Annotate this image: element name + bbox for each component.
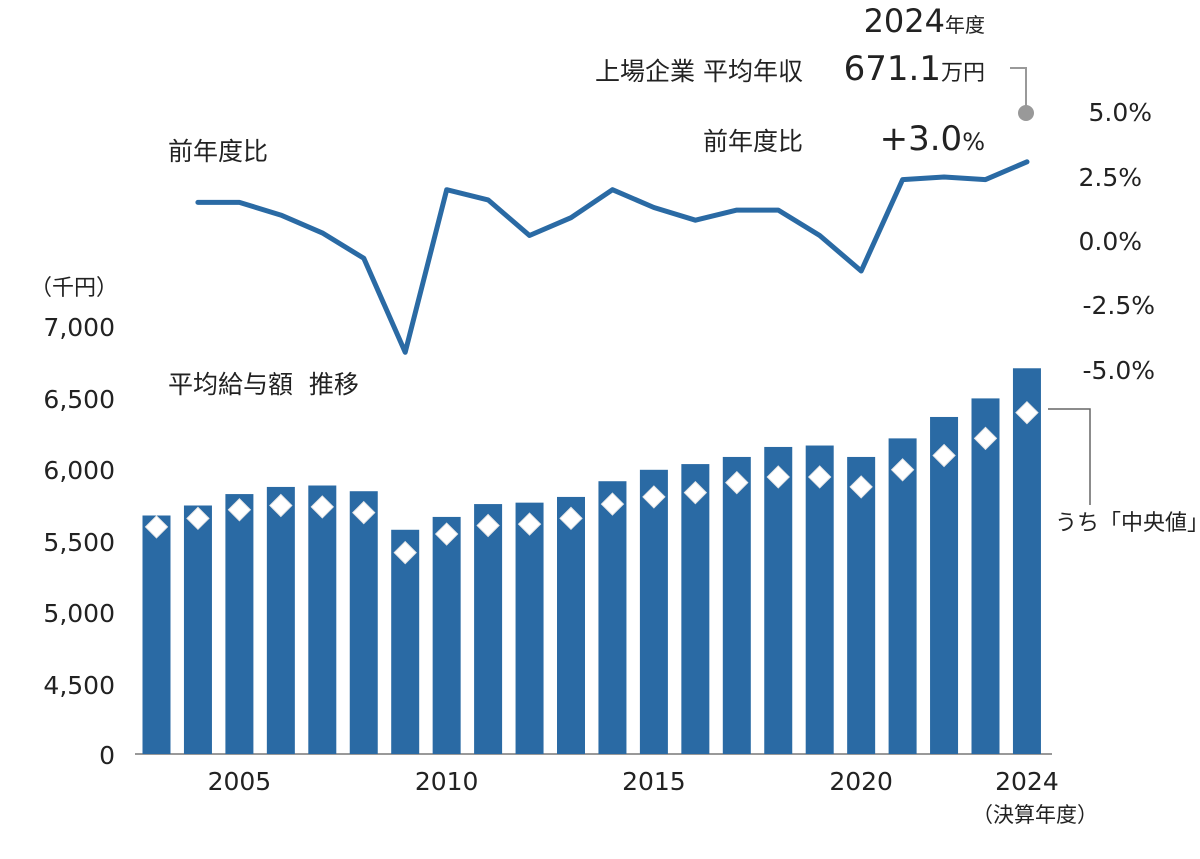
bar-2020 [847,456,876,754]
bar-y-tick-3: 5,500 [43,528,115,557]
bar-chart-title: 平均給与額 推移 [168,370,359,399]
yoy-line-series [195,159,1030,355]
line-y-tick-3: -2.5% [1082,291,1155,320]
bar-2007 [308,485,337,754]
median-marker-2016 [683,480,708,505]
bar-2017 [722,456,751,754]
bar-y-tick-6: 7,000 [43,313,115,342]
median-marker-2020 [849,475,873,499]
bar-2004 [183,505,212,754]
median-marker-2010 [434,522,459,546]
median-marker-2021 [890,458,915,482]
line-chart-title: 前年度比 [168,137,268,166]
median-marker-2013 [559,506,583,531]
bar-y-tick-0: 0 [99,741,115,770]
x-tick-2020: 2020 [829,767,893,796]
bar-2021 [888,438,917,754]
bar-2022 [930,416,959,754]
median-marker-2007 [310,495,335,519]
bar-2013 [557,496,585,754]
bar-2016 [681,464,710,754]
header-leader-line [1010,67,1027,112]
line-y-tick-1: 2.5% [1078,163,1142,192]
x-tick-2010: 2010 [415,767,479,796]
bar-y-tick-5: 6,500 [43,385,115,414]
median-marker-2014 [600,492,625,516]
median-marker-2022 [932,443,956,468]
avg-income-label: 上場企業 平均年収 [595,57,803,86]
header-leader-dot [1018,105,1034,121]
bar-2006 [266,486,295,754]
median-label: うち「中央値」 [1055,511,1200,536]
header-year-number: 2024 [864,2,945,40]
header-year: 2024年度 [864,2,985,40]
bar-2008 [349,491,378,754]
median-marker-2009 [393,540,417,565]
bar-2011 [474,504,503,754]
median-marker-2017 [725,470,749,495]
yoy-unit: % [962,128,985,156]
x-axis-unit: （決算年度） [972,803,1098,827]
bar-2024 [1012,368,1041,754]
median-marker-2012 [517,512,542,536]
bar-y-tick-1: 4,500 [43,671,115,700]
avg-income-value: 671.1 [844,49,941,89]
bar-2009 [391,529,420,754]
line-y-tick-0: 5.0% [1088,98,1152,127]
bar-2023 [971,398,1000,754]
yoy-label: 前年度比 [703,127,803,156]
median-marker-2018 [766,465,790,489]
median-marker-2003 [144,515,169,539]
median-leader-line [1048,408,1091,505]
bar-series [142,368,1041,754]
yoy: +3.0% [880,119,985,159]
avg-income-unit: 万円 [941,61,985,86]
bar-2014 [598,481,627,754]
bar-2019 [805,445,834,754]
median-marker-2015 [642,485,666,509]
median-series [144,400,1039,565]
x-tick-2024: 2024 [995,767,1059,796]
median-marker-2024 [1015,400,1039,425]
bar-y-tick-4: 6,000 [43,456,115,485]
bar-y-tick-2: 5,000 [43,599,115,628]
x-tick-2005: 2005 [208,767,272,796]
median-marker-2006 [269,493,293,518]
bar-2012 [515,502,544,754]
bar-2010 [432,516,461,754]
yoy-value: +3.0 [880,119,963,159]
median-marker-2004 [186,506,210,531]
y-axis-unit: （千円） [30,276,118,301]
median-marker-2005 [227,498,252,522]
avg-income: 671.1万円 [844,49,985,89]
bar-2005 [225,494,254,754]
line-y-tick-2: 0.0% [1078,227,1142,256]
x-axis-ticks: 2005 2010 2015 2020 2024 [208,767,1059,796]
median-marker-2008 [352,500,376,525]
median-marker-2011 [476,513,500,538]
median-marker-2019 [807,465,832,489]
median-marker-2023 [973,426,998,451]
yoy-line [195,159,1030,355]
bar-2015 [639,469,668,754]
header-year-suffix: 年度 [945,13,985,37]
bar-2018 [764,446,793,754]
bar-2003 [142,515,171,754]
x-tick-2015: 2015 [622,767,686,796]
line-y-tick-4: -5.0% [1082,356,1155,385]
